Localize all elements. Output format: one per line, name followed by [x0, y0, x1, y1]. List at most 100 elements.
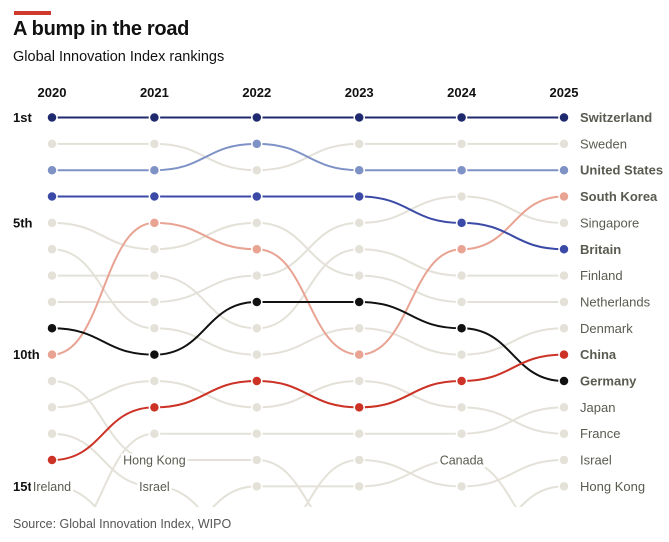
dot-britain-2022	[251, 190, 263, 203]
series-line-united-states	[51, 142, 565, 172]
dot-israel-2025	[558, 454, 570, 466]
dot-singapore-2023	[353, 217, 365, 229]
dot-finland-2021	[148, 269, 161, 282]
dot-denmark-2023	[353, 322, 365, 335]
dot-sweden-2024	[455, 138, 468, 150]
dot-netherlands-2024	[455, 296, 468, 308]
dot-united-states-2021	[148, 164, 161, 176]
dot-switzerland-2020	[46, 111, 58, 124]
end-label-switzerland: Switzerland	[580, 110, 652, 125]
inline-label-israel: Israel	[139, 480, 170, 494]
dot-israel-2023	[353, 454, 365, 466]
rank-label-1st: 1st	[13, 110, 32, 125]
dot-south-korea-2025	[558, 190, 570, 203]
dot-netherlands-2021	[148, 243, 161, 255]
dot-netherlands-2025	[558, 296, 570, 308]
dot-hong-kong-2022	[251, 454, 263, 466]
dot-hong-kong-2025	[558, 480, 570, 493]
year-axis: 2020 2021 2022 2023 2024 2025	[38, 85, 579, 100]
dot-germany-2020	[46, 322, 58, 335]
dot-japan-2022	[251, 427, 263, 440]
dot-hong-kong-2020	[46, 375, 58, 387]
end-label-sweden: Sweden	[580, 136, 627, 151]
dot-france-2024	[455, 401, 468, 414]
dot-united-states-2025	[558, 164, 570, 176]
dot-japan-2021	[148, 427, 161, 440]
dot-switzerland-2024	[455, 111, 468, 124]
series-line-china	[51, 353, 565, 462]
dot-britain-2023	[353, 190, 365, 203]
series-lines	[51, 116, 565, 507]
series-line-israel	[51, 432, 565, 507]
dot-south-korea-2022	[251, 243, 263, 255]
dot-germany-2022	[251, 296, 263, 308]
dot-germany-2023	[353, 296, 365, 308]
dot-denmark-2021	[148, 322, 161, 335]
dot-sweden-2021	[148, 138, 161, 150]
series-line-singapore	[51, 195, 565, 303]
series-line-canada	[211, 459, 517, 507]
end-label-united-states: United States	[580, 163, 663, 178]
dot-britain-2021	[148, 190, 161, 203]
dot-switzerland-2025	[558, 111, 570, 124]
inline-label-canada: Canada	[440, 454, 484, 468]
dot-sweden-2025	[558, 138, 570, 150]
dot-singapore-2021	[148, 296, 161, 308]
dot-united-states-2023	[353, 164, 365, 176]
dot-germany-2025	[558, 375, 570, 387]
dot-united-states-2022	[251, 138, 263, 150]
inline-label-ireland: Ireland	[33, 480, 71, 494]
dot-china-2021	[148, 401, 161, 414]
series-line-finland	[51, 248, 565, 330]
dot-japan-2024	[455, 427, 468, 440]
accent-bar	[14, 11, 51, 15]
series-line-ireland	[51, 485, 97, 507]
dot-japan-2023	[353, 427, 365, 440]
inline-label-backing	[121, 453, 188, 468]
dot-singapore-2020	[46, 296, 58, 308]
dot-united-states-2024	[455, 164, 468, 176]
dot-singapore-2024	[455, 190, 468, 203]
dot-united-states-2020	[46, 164, 58, 176]
series-line-britain	[51, 195, 565, 251]
dot-singapore-2022	[251, 269, 263, 282]
year-label-2024: 2024	[447, 85, 477, 100]
dot-sweden-2023	[353, 138, 365, 150]
dot-finland-2023	[353, 243, 365, 255]
dot-china-2025	[558, 348, 570, 361]
dot-france-2025	[558, 427, 570, 440]
dot-sweden-2022	[251, 164, 263, 176]
chart-subtitle: Global Innovation Index rankings	[13, 49, 225, 65]
dot-netherlands-2020	[46, 217, 58, 229]
chart-title: A bump in the road	[13, 18, 190, 40]
series-line-france	[51, 380, 565, 435]
rank-label-10th: 10th	[13, 347, 40, 362]
end-label-finland: Finland	[580, 268, 623, 283]
dot-britain-2024	[455, 217, 468, 229]
dot-finland-2025	[558, 269, 570, 282]
dot-denmark-2024	[455, 348, 468, 361]
dot-denmark-2025	[558, 322, 570, 335]
dot-china-2024	[455, 375, 468, 387]
inline-label-backing	[437, 453, 486, 468]
dot-switzerland-2023	[353, 111, 365, 124]
dot-france-2020	[46, 401, 58, 414]
dot-south-korea-2021	[148, 217, 161, 229]
series-line-germany	[51, 300, 565, 382]
year-label-2020: 2020	[38, 85, 67, 100]
year-label-2022: 2022	[242, 85, 271, 100]
end-label-hong-kong: Hong Kong	[580, 479, 645, 494]
dot-france-2022	[251, 401, 263, 414]
dot-finland-2024	[455, 269, 468, 282]
dot-netherlands-2023	[353, 269, 365, 282]
dot-china-2022	[251, 375, 263, 387]
dot-singapore-2025	[558, 217, 570, 229]
dot-britain-2020	[46, 190, 58, 203]
dot-germany-2021	[148, 348, 161, 361]
dot-south-korea-2024	[455, 243, 468, 255]
end-label-germany: Germany	[580, 374, 637, 389]
end-label-netherlands: Netherlands	[580, 294, 651, 309]
year-label-2025: 2025	[550, 85, 579, 100]
